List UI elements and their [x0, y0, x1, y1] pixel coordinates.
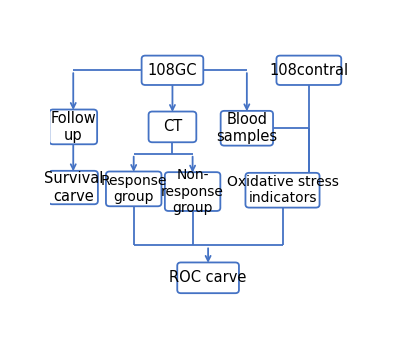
- FancyBboxPatch shape: [165, 172, 220, 211]
- FancyBboxPatch shape: [148, 112, 196, 142]
- Text: Response
group: Response group: [100, 174, 167, 204]
- FancyBboxPatch shape: [276, 56, 341, 85]
- Text: Oxidative stress
indicators: Oxidative stress indicators: [226, 175, 338, 205]
- FancyBboxPatch shape: [246, 173, 320, 208]
- Text: ROC carve: ROC carve: [170, 270, 247, 285]
- Text: 108GC: 108GC: [148, 63, 197, 78]
- Text: Survival
carve: Survival carve: [44, 172, 103, 204]
- FancyBboxPatch shape: [221, 111, 273, 146]
- FancyBboxPatch shape: [142, 56, 203, 85]
- Text: CT: CT: [163, 119, 182, 134]
- Text: Blood
samples: Blood samples: [216, 112, 278, 145]
- FancyBboxPatch shape: [49, 171, 98, 204]
- Text: 108contral: 108contral: [269, 63, 348, 78]
- FancyBboxPatch shape: [106, 172, 162, 206]
- Text: Non-
response
group: Non- response group: [161, 168, 224, 215]
- Text: Follow
up: Follow up: [50, 111, 96, 143]
- FancyBboxPatch shape: [177, 262, 239, 293]
- FancyBboxPatch shape: [49, 110, 97, 144]
